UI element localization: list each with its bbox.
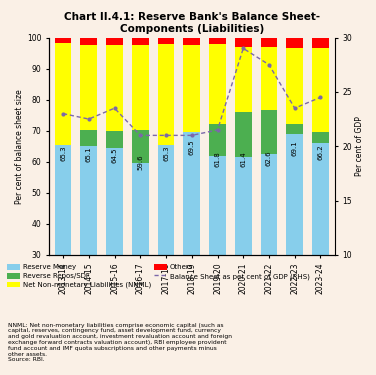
- Bar: [261, 46, 277, 110]
- Bar: [55, 146, 71, 348]
- Bar: [287, 124, 303, 134]
- Title: Chart II.4.1: Reserve Bank's Balance Sheet-
Components (Liabilities): Chart II.4.1: Reserve Bank's Balance She…: [64, 12, 320, 34]
- Bar: [235, 158, 252, 348]
- Bar: [261, 110, 277, 154]
- Bar: [287, 38, 303, 48]
- Bar: [312, 142, 329, 348]
- Bar: [183, 38, 200, 45]
- Text: 69.1: 69.1: [292, 140, 298, 156]
- Bar: [287, 48, 303, 124]
- Text: 65.1: 65.1: [86, 146, 92, 162]
- Text: 65.3: 65.3: [60, 146, 66, 161]
- Bar: [106, 148, 123, 348]
- Text: 65.3: 65.3: [163, 146, 169, 161]
- Bar: [106, 45, 123, 131]
- Bar: [209, 44, 226, 124]
- Bar: [106, 38, 123, 45]
- Bar: [312, 38, 329, 48]
- Bar: [80, 38, 97, 45]
- Bar: [158, 38, 174, 44]
- Legend: Reserve Money, Reverse Repos/SDF, Net Non-monetary Liabilities (NNML), Others, B: Reserve Money, Reverse Repos/SDF, Net No…: [7, 264, 309, 288]
- Bar: [158, 146, 174, 348]
- Text: 66.2: 66.2: [317, 144, 323, 160]
- Bar: [132, 45, 149, 130]
- Text: 64.5: 64.5: [112, 147, 118, 162]
- Bar: [312, 132, 329, 142]
- Bar: [132, 163, 149, 348]
- Text: 62.6: 62.6: [266, 150, 272, 165]
- Text: 61.4: 61.4: [240, 152, 246, 167]
- Text: 61.8: 61.8: [214, 151, 220, 167]
- Bar: [80, 146, 97, 348]
- Text: 59.6: 59.6: [137, 154, 143, 170]
- Bar: [261, 38, 277, 46]
- Bar: [80, 130, 97, 146]
- Bar: [183, 45, 200, 132]
- Bar: [235, 47, 252, 112]
- Bar: [209, 38, 226, 44]
- Y-axis label: Per cent of GDP: Per cent of GDP: [355, 116, 364, 176]
- Bar: [209, 124, 226, 156]
- Bar: [183, 132, 200, 348]
- Text: 69.5: 69.5: [189, 139, 195, 155]
- Bar: [235, 38, 252, 47]
- Bar: [312, 48, 329, 132]
- Bar: [132, 38, 149, 45]
- Bar: [55, 38, 71, 43]
- Bar: [158, 44, 174, 146]
- Bar: [55, 43, 71, 146]
- Bar: [106, 131, 123, 148]
- Bar: [80, 45, 97, 130]
- Bar: [261, 154, 277, 348]
- Bar: [235, 112, 252, 158]
- Bar: [209, 156, 226, 348]
- Y-axis label: Per cent of balance sheet size: Per cent of balance sheet size: [15, 89, 24, 204]
- Bar: [287, 134, 303, 348]
- Text: NNML: Net non-monetary liabilities comprise economic capital (such as
capital, r: NNML: Net non-monetary liabilities compr…: [8, 322, 232, 362]
- Bar: [132, 130, 149, 163]
